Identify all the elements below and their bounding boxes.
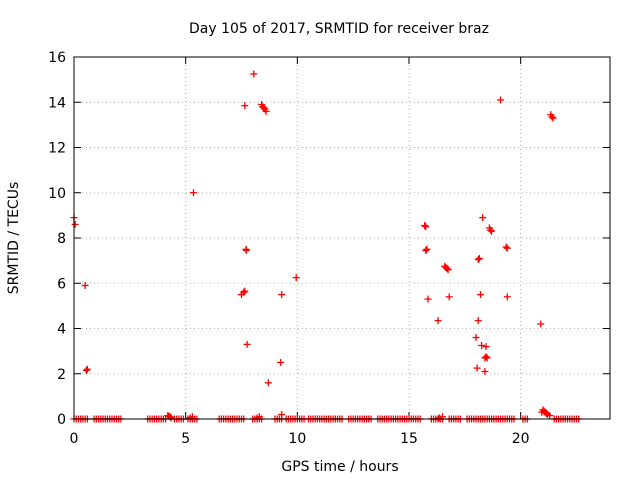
data-point [503,244,511,252]
grid [74,57,610,419]
data-point [474,317,482,325]
data-point [488,227,496,235]
data-point [474,255,482,263]
data-point [262,107,270,115]
data-point [472,334,480,342]
data-point [443,265,451,273]
data-point [81,282,89,290]
data-point [82,366,90,374]
data-point [71,220,79,228]
y-tick-label: 12 [48,141,66,157]
data-point [278,291,286,299]
data-point [240,288,248,296]
data-point [475,254,483,262]
plot-frame [73,56,611,420]
data-point [502,243,510,251]
data-point [434,317,442,325]
data-point [424,295,432,303]
ticks: 0 5 10 15 20 0 2 4 6 8 10 12 14 16 [48,50,610,447]
data-point [483,354,491,362]
data-point [241,102,249,110]
data-point [264,379,272,387]
y-tick-label: 6 [57,276,66,292]
x-tick-label: 20 [512,431,530,447]
data-point [83,365,91,373]
data-point [241,287,249,295]
data-point [482,343,490,351]
x-tick-label: 0 [70,431,79,447]
data-point [481,367,489,375]
data-point [445,293,453,301]
y-tick-label: 14 [48,95,66,111]
data-point [444,266,452,274]
data-point [250,70,258,78]
x-tick-label: 10 [288,431,306,447]
x-axis-label: GPS time / hours [281,459,398,475]
data-point [537,320,545,328]
y-tick-label: 0 [57,412,66,428]
chart-title: Day 105 of 2017, SRMTID for receiver bra… [189,21,489,37]
data-point [482,353,490,361]
data-point [476,291,484,299]
y-tick-label: 8 [57,231,66,247]
data-point [503,293,511,301]
data-points [70,70,583,423]
data-point [292,274,300,282]
y-axis-label: SRMTID / TECUs [6,182,22,295]
data-point [278,410,286,418]
data-point [421,222,429,230]
y-tick-label: 16 [48,50,66,66]
x-tick-label: 5 [181,431,190,447]
data-point [189,189,197,197]
data-point [242,246,250,254]
data-point [548,113,556,121]
data-point [473,364,481,372]
data-point [167,414,175,422]
data-point [422,246,430,254]
data-point [497,96,505,104]
data-point [546,412,554,420]
data-point [549,114,557,122]
data-point [479,214,487,222]
data-point [478,341,486,349]
data-point [487,226,495,234]
data-point [243,340,251,348]
y-tick-label: 2 [57,367,66,383]
data-point [277,358,285,366]
y-tick-label: 4 [57,322,66,338]
data-point [423,245,431,253]
x-tick-label: 15 [400,431,418,447]
data-point [435,414,443,422]
data-point [422,223,430,231]
y-tick-label: 10 [48,186,66,202]
